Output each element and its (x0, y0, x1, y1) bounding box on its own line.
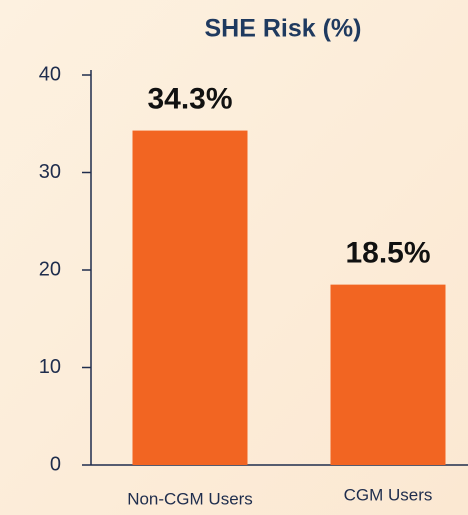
y-tick-label: 20 (39, 258, 61, 280)
bar (330, 284, 446, 465)
chart-title: SHE Risk (%) (205, 15, 362, 43)
y-tick-label: 30 (39, 161, 61, 183)
value-label: 18.5% (345, 237, 430, 270)
x-tick-label: Non-CGM Users (127, 489, 253, 508)
y-tick-label: 40 (39, 63, 61, 85)
x-tick-label: CGM Users (344, 485, 433, 504)
y-tick-label: 10 (39, 356, 61, 378)
bar (132, 130, 248, 465)
value-label: 34.3% (147, 82, 232, 115)
y-tick-label: 0 (50, 453, 61, 475)
